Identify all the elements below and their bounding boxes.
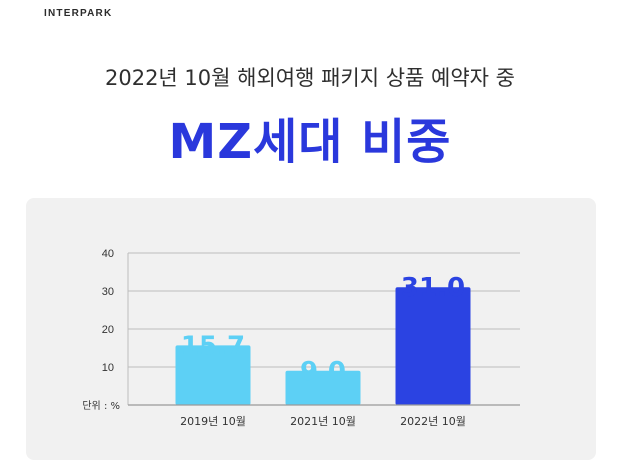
page-subtitle: 2022년 10월 해외여행 패키지 상품 예약자 중 — [104, 66, 515, 90]
unit-label: 단위 : % — [82, 399, 120, 412]
interpark-logo: INTERPARK — [44, 8, 113, 19]
data-label: 15.7 — [181, 331, 245, 361]
x-tick-label: 2021년 10월 — [290, 415, 356, 428]
bar — [285, 370, 361, 405]
y-tick-label: 40 — [102, 248, 114, 260]
bar — [175, 345, 251, 405]
data-label: 31.0 — [401, 273, 465, 303]
x-tick-label: 2019년 10월 — [180, 415, 246, 428]
y-tick-label: 10 — [102, 362, 114, 374]
data-label: 9.0 — [300, 357, 346, 387]
x-tick-label: 2022년 10월 — [400, 415, 466, 428]
y-tick-label: 30 — [102, 286, 114, 298]
bar — [395, 287, 471, 405]
page-title: MZ세대 비중 — [168, 114, 452, 170]
y-tick-label: 20 — [102, 324, 114, 336]
